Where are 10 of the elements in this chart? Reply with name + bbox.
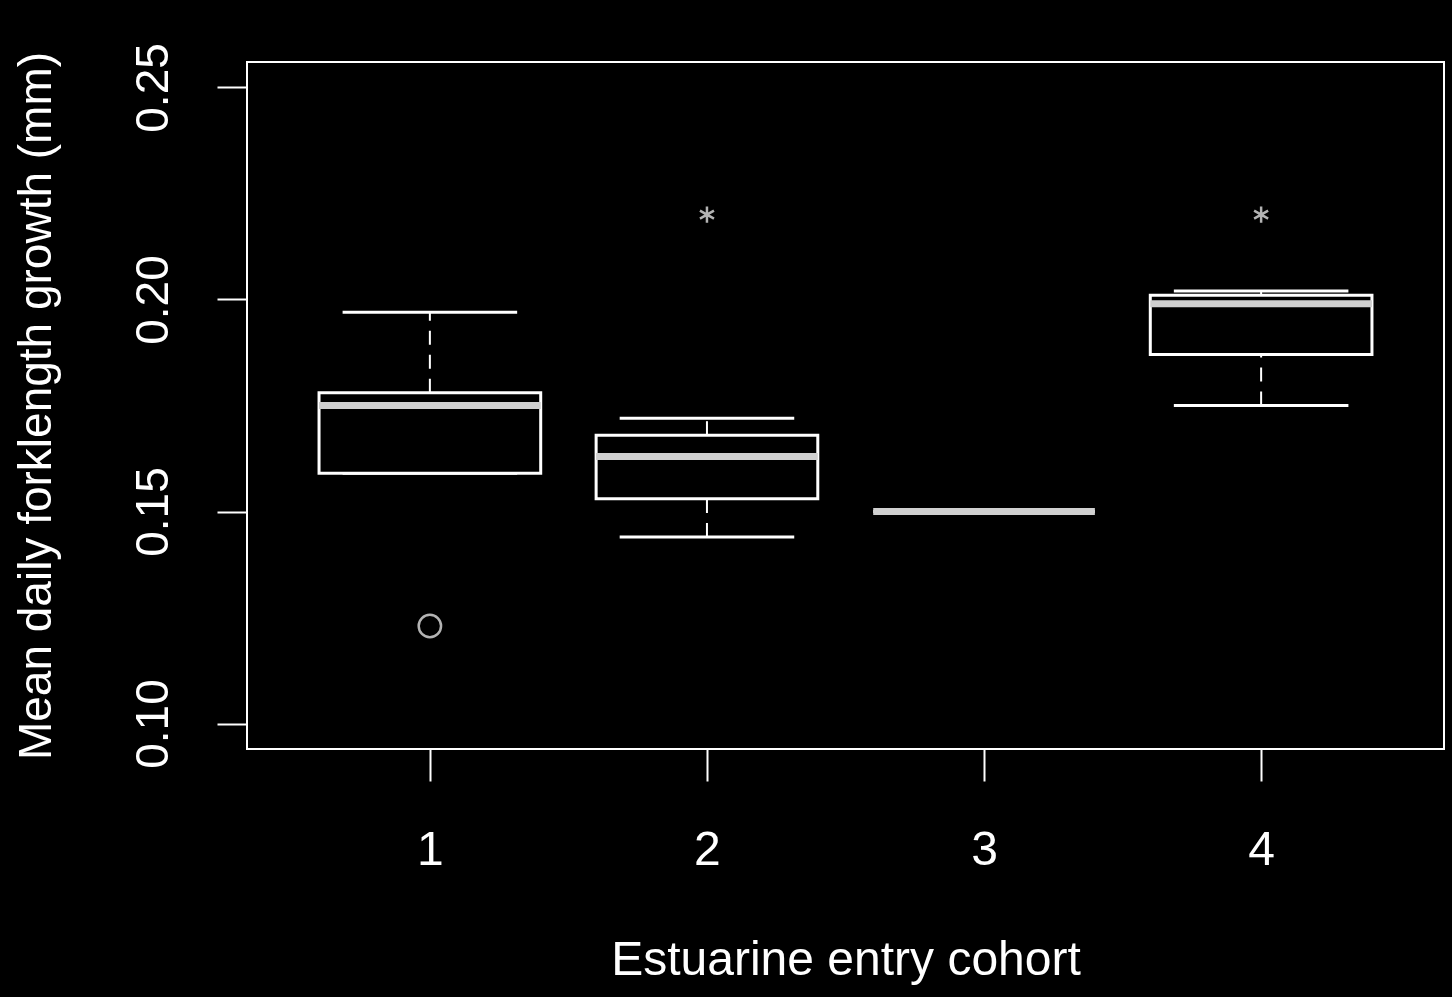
y-tick-label: 0.10 bbox=[125, 679, 178, 769]
y-tick-label: 0.15 bbox=[125, 467, 178, 557]
x-tick-label: 3 bbox=[971, 821, 998, 875]
x-tick-label: 1 bbox=[417, 821, 444, 875]
y-tick-label: 0.20 bbox=[125, 255, 178, 345]
x-axis-title: Estuarine entry cohort bbox=[611, 931, 1081, 985]
x-tick-label: 2 bbox=[694, 821, 721, 875]
y-tick-label: 0.25 bbox=[125, 43, 178, 133]
x-tick-label: 4 bbox=[1248, 821, 1275, 875]
y-axis-title: Mean daily forklength growth (mm) bbox=[8, 51, 61, 761]
